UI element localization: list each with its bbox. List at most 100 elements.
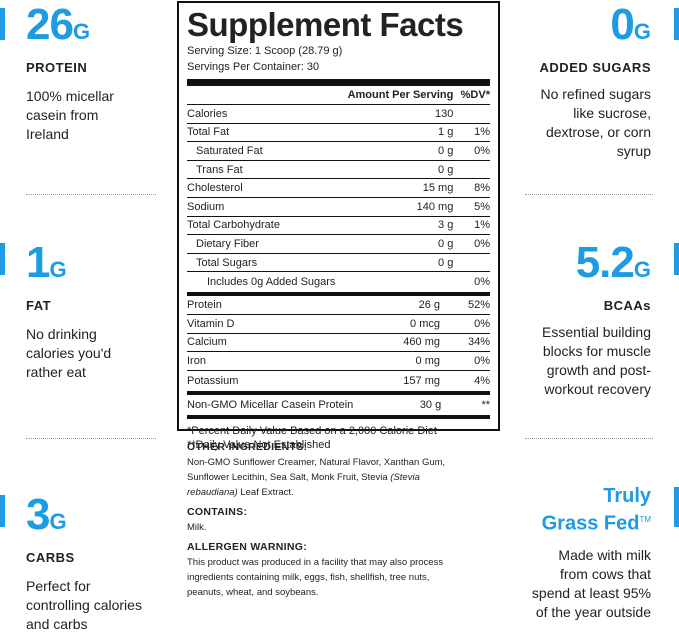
nutrient-dv: 0% [474, 276, 490, 289]
stat-desc: Essential building blocks for muscle growt… [542, 324, 651, 397]
accent-bar [0, 243, 5, 275]
stat-value: 3G [26, 490, 67, 539]
nutrient-row: Trans Fat 0 g [187, 160, 490, 180]
nutrient-name: Protein [187, 296, 350, 315]
stat-value: 0G [610, 0, 651, 49]
nutrient-dv: 1% [453, 216, 490, 236]
nutrient-row: Total Sugars 0 g [187, 253, 490, 273]
nutrient-amount: 140 mg [335, 197, 454, 217]
nutrient-amount: 0 g [335, 141, 454, 161]
stat-desc: No drinking calories you'd rather eat [26, 326, 112, 380]
contains-heading: CONTAINS: [187, 506, 248, 518]
accent-bar [0, 495, 5, 527]
nutrient-name: Calories [187, 104, 336, 124]
stat-fat: 1G FAT No drinking calories you'd rather e… [26, 241, 111, 382]
contains-text: Milk. [187, 522, 207, 533]
nutrient-name: Vitamin D [187, 314, 350, 334]
nutrient-amount: 0 g [335, 160, 454, 180]
stat-label: ADDED SUGARS [539, 60, 651, 75]
nutrient-amount: 1 g [335, 123, 454, 143]
nutrient-amount: 15 mg [335, 178, 454, 198]
stat-value: 1G [26, 238, 67, 287]
nutrient-dv: 1% [453, 123, 490, 143]
serving-size: Serving Size: 1 Scoop (28.79 g) [187, 45, 343, 57]
panel-title: Supplement Facts [187, 6, 464, 43]
allergen-heading: ALLERGEN WARNING: [187, 541, 308, 553]
stat-desc: Perfect for controlling calories and carbs [26, 578, 142, 632]
nutrient-amount: 30 g [419, 398, 442, 411]
nutrient-row: Includes 0g Added Sugars 0% [187, 272, 490, 293]
nutrient-amount: 0 g [335, 253, 454, 273]
nutrient-name: Saturated Fat [187, 141, 336, 161]
nutrient-row: Protein 26 g 52% [187, 296, 490, 315]
nutrient-dv: 34% [440, 333, 490, 353]
accent-bar [674, 487, 679, 527]
header-dv: %DV* [453, 86, 490, 105]
stat-bcaas: 5.2G BCAAs Essential building blocks for … [542, 241, 651, 399]
nutrient-dv: ** [481, 398, 490, 411]
accent-bar [674, 8, 679, 40]
divider [525, 438, 653, 439]
nutrient-name: Includes 0g Added Sugars [207, 276, 336, 289]
nutrient-dv: 5% [453, 197, 490, 217]
stat-value: 26G [26, 0, 91, 49]
grass-fed-title: Truly Grass FedTM [541, 485, 651, 535]
nutrient-row: Sodium 140 mg 5% [187, 197, 490, 217]
header-amount: Amount Per Serving [335, 86, 454, 105]
nutrient-amount: 157 mg [403, 374, 440, 387]
nutrient-amount: 26 g [350, 296, 440, 315]
nutrient-dv: 0% [453, 234, 490, 254]
nutrient-dv [453, 104, 490, 124]
nutrient-row: Total Fat 1 g 1% [187, 123, 490, 143]
nutrient-row: Saturated Fat 0 g 0% [187, 141, 490, 161]
nutrient-name: Total Sugars [187, 253, 336, 273]
nutrient-dv: 8% [453, 178, 490, 198]
accent-bar [674, 243, 679, 275]
footnote-dv: *Percent Daily Value Based on a 2,000 Ca… [187, 424, 437, 437]
nutrient-name: Trans Fat [187, 160, 336, 180]
nutrient-name: Dietary Fiber [187, 234, 336, 254]
nutrient-amount: 460 mg [350, 333, 440, 353]
servings-per-container: Servings Per Container: 30 [187, 61, 320, 73]
stat-desc: Made with milk from cows that spend at lea… [531, 546, 651, 620]
nutrient-name: Iron [187, 351, 350, 371]
stat-added-sugars: 0G ADDED SUGARS No refined sugars like su… [540, 3, 651, 161]
nutrient-name: Cholesterol [187, 178, 336, 198]
allergen-text: This product was produced in a facility … [187, 557, 444, 598]
nutrient-amount: 0 g [335, 234, 454, 254]
nutrient-row: Non-GMO Micellar Casein Protein 30 g ** [187, 395, 490, 415]
nutrient-amount: 3 g [335, 216, 454, 236]
nutrient-row: Dietary Fiber 0 g 0% [187, 234, 490, 254]
nutrient-row: Iron 0 mg 0% [187, 351, 490, 371]
nutrient-row: Calories 130 [187, 104, 490, 124]
nutrient-name: Total Carbohydrate [187, 216, 336, 236]
nutrient-dv: 0% [440, 351, 490, 371]
divider [26, 194, 156, 195]
stat-carbs: 3G CARBS Perfect for controlling calories… [26, 493, 142, 634]
stat-label: BCAAs [603, 298, 651, 313]
stat-grass-fed: Truly Grass FedTM Made with milk from cow… [532, 485, 651, 622]
nutrient-amount: 130 [335, 104, 454, 124]
accent-bar [0, 8, 5, 40]
supplement-facts-panel: Supplement Facts Serving Size: 1 Scoop (… [177, 1, 500, 451]
nutrient-amount: 0 mcg [350, 314, 440, 334]
divider [26, 438, 156, 439]
footnote-not-established: **Daily Value Not Established [187, 438, 331, 451]
nutrient-amount: 0 mg [350, 351, 440, 371]
nutrient-table: Amount Per Serving %DV* Calories 130 Total… [187, 86, 490, 292]
stat-label: PROTEIN [26, 60, 88, 75]
other-ingredients-text: Non-GMO Sunflower Creamer, Natural Flavo… [187, 457, 446, 498]
nutrient-name: Non-GMO Micellar Casein Protein [187, 398, 354, 411]
nutrient-name: Sodium [187, 197, 336, 217]
nutrient-row: Cholesterol 15 mg 8% [187, 178, 490, 198]
nutrient-dv [453, 160, 490, 180]
nutrient-dv: 4% [474, 374, 490, 387]
nutrient-name: Potassium [187, 374, 239, 387]
nutrient-row: Potassium 157 mg 4% [187, 370, 490, 391]
stat-desc: 100% micellar casein from Ireland [26, 88, 114, 142]
ingredients-section: OTHER INGREDIENTS: Non-GMO Sunflower Cre… [187, 440, 497, 605]
stat-desc: No refined sugars like sucrose, dextrose, … [540, 86, 651, 159]
nutrient-table-3: Non-GMO Micellar Casein Protein 30 g ** [187, 395, 490, 415]
